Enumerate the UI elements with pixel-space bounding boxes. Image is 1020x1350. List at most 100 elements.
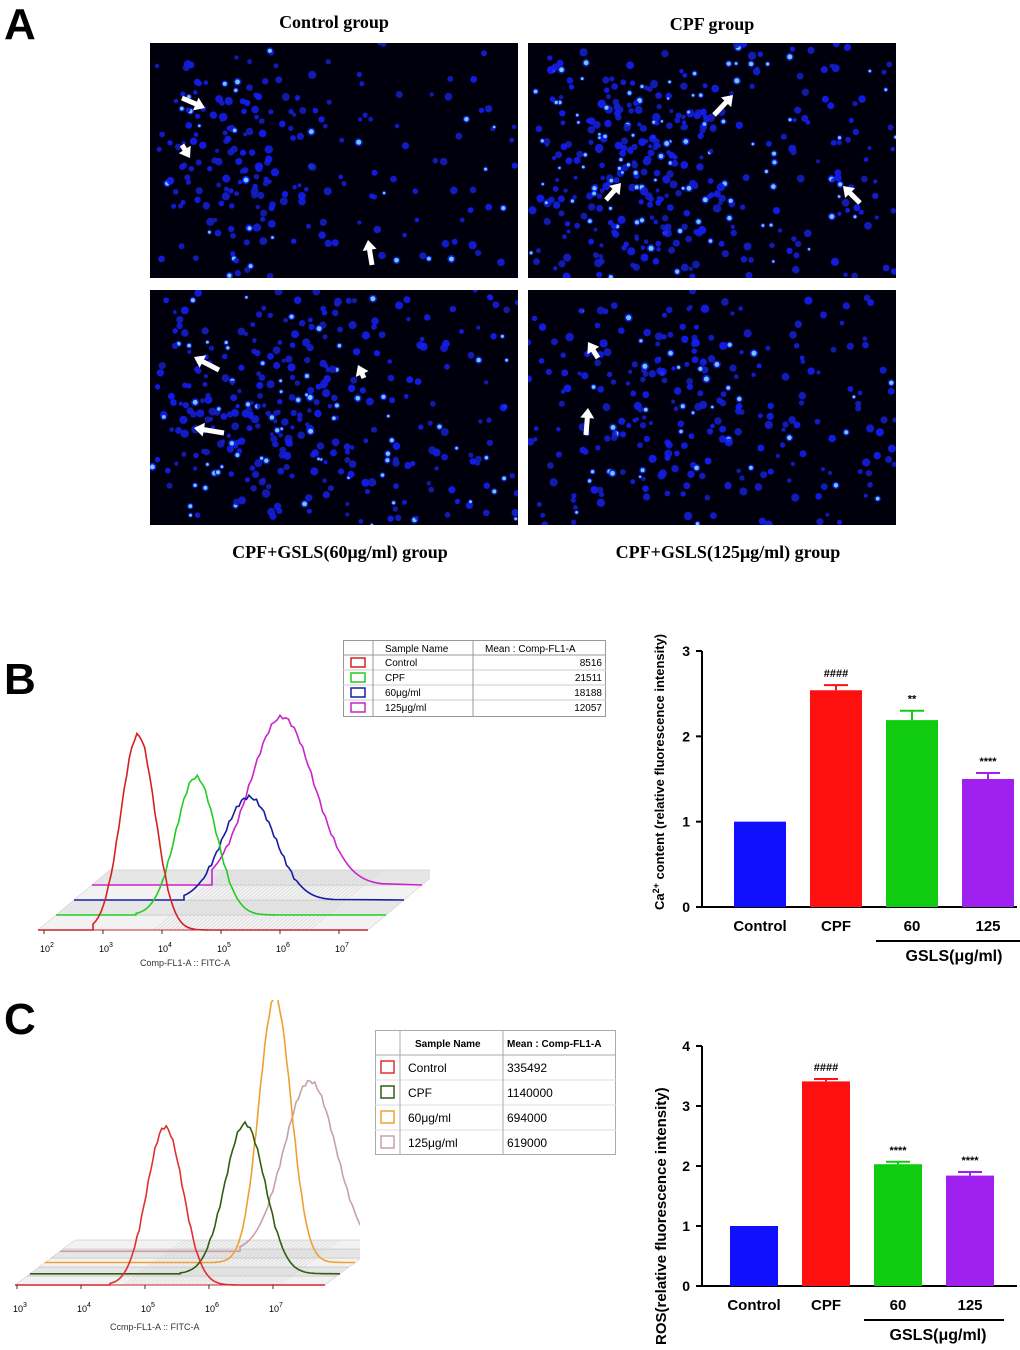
cell-nucleus xyxy=(673,406,679,411)
cell-nucleus xyxy=(718,240,725,247)
bar xyxy=(874,1164,922,1286)
cell-nucleus xyxy=(775,453,780,459)
cell-nucleus xyxy=(509,137,515,143)
cell-nucleus xyxy=(262,78,269,85)
cell-nucleus xyxy=(395,301,404,310)
histogram-tick-label: 10 xyxy=(99,944,109,954)
legend-sample-name: CPF xyxy=(385,673,405,684)
cell-nucleus xyxy=(251,470,260,478)
legend-header-sample: Sample Name xyxy=(385,644,449,655)
bright-cell xyxy=(658,154,664,159)
cell-nucleus xyxy=(225,136,232,143)
cell-nucleus xyxy=(707,355,716,363)
cell-nucleus xyxy=(735,407,742,415)
cell-nucleus xyxy=(503,306,510,314)
cell-nucleus xyxy=(467,351,475,359)
cell-nucleus xyxy=(739,350,744,355)
cell-nucleus xyxy=(858,95,866,103)
cell-nucleus xyxy=(887,444,896,453)
cell-nucleus xyxy=(863,157,869,162)
cell-nucleus xyxy=(195,367,202,374)
cell-nucleus xyxy=(596,486,604,494)
cell-nucleus xyxy=(543,138,551,146)
cell-nucleus xyxy=(757,51,763,57)
bright-cell xyxy=(161,415,166,419)
cell-nucleus xyxy=(224,97,233,106)
cell-nucleus xyxy=(186,179,191,185)
cell-nucleus xyxy=(410,461,416,467)
cell-nucleus xyxy=(593,227,598,232)
cell-nucleus xyxy=(799,450,807,458)
cell-nucleus xyxy=(266,273,274,278)
bright-cell xyxy=(392,501,396,505)
arrow-head xyxy=(721,95,733,108)
cell-nucleus xyxy=(681,442,688,449)
cell-nucleus xyxy=(395,91,403,98)
cell-nucleus xyxy=(713,190,721,198)
histogram-tick-label: 10 xyxy=(77,1304,87,1314)
bright-cell xyxy=(332,416,336,420)
cell-nucleus xyxy=(378,251,386,260)
cell-nucleus xyxy=(632,100,639,107)
cell-nucleus xyxy=(256,404,261,409)
cell-nucleus xyxy=(658,469,667,478)
bright-cell xyxy=(501,206,506,211)
cell-nucleus xyxy=(178,243,185,250)
cell-nucleus xyxy=(234,269,241,277)
cell-nucleus xyxy=(515,299,518,306)
cell-nucleus xyxy=(264,145,273,154)
cell-nucleus xyxy=(402,499,407,505)
cell-nucleus xyxy=(620,144,628,152)
cell-nucleus xyxy=(205,392,211,398)
cell-nucleus xyxy=(468,241,477,250)
bright-cell xyxy=(492,489,497,494)
cell-nucleus xyxy=(596,204,604,212)
histogram-hatch xyxy=(271,1239,332,1286)
cell-nucleus xyxy=(325,367,331,373)
cell-nucleus xyxy=(629,80,636,86)
cell-nucleus xyxy=(890,268,896,275)
cell-nucleus xyxy=(641,476,646,481)
cell-nucleus xyxy=(568,84,575,90)
cell-nucleus xyxy=(533,258,540,266)
cell-nucleus xyxy=(610,379,617,385)
cell-nucleus xyxy=(648,370,656,378)
cell-nucleus xyxy=(485,203,493,211)
bright-cell xyxy=(180,106,184,111)
micrograph-control-cells xyxy=(154,43,518,278)
cell-nucleus xyxy=(668,152,676,159)
cell-nucleus xyxy=(251,191,258,199)
bright-cell xyxy=(588,219,592,224)
cell-nucleus xyxy=(230,394,238,402)
bright-cell xyxy=(235,453,240,457)
bright-cell xyxy=(577,121,580,124)
bright-cell xyxy=(226,346,230,350)
cell-nucleus xyxy=(560,143,568,151)
bright-cell xyxy=(206,463,209,466)
cell-nucleus xyxy=(664,490,671,497)
cell-nucleus xyxy=(444,363,450,370)
bright-cell xyxy=(702,122,707,126)
cell-nucleus xyxy=(294,296,302,304)
histogram-curve xyxy=(92,714,423,886)
significance-marker: **** xyxy=(889,1145,907,1157)
x-category-label: 125 xyxy=(975,918,1000,935)
cell-nucleus xyxy=(195,187,203,195)
bright-cell xyxy=(279,379,282,383)
cell-nucleus xyxy=(613,177,620,184)
cell-nucleus xyxy=(258,129,267,138)
histogram-hatch xyxy=(231,1239,292,1286)
cell-nucleus xyxy=(807,46,815,54)
cell-nucleus xyxy=(306,223,311,229)
bright-cell xyxy=(728,198,733,203)
bright-cell xyxy=(540,139,544,143)
cell-nucleus xyxy=(799,355,805,361)
cell-nucleus xyxy=(192,466,198,471)
cell-nucleus xyxy=(675,190,682,197)
legend-header-sample: Sample Name xyxy=(415,1039,481,1050)
bright-cell xyxy=(592,191,596,196)
cell-nucleus xyxy=(613,103,621,111)
bright-cell xyxy=(609,206,612,210)
cell-nucleus xyxy=(367,478,377,487)
cell-nucleus xyxy=(237,327,246,336)
